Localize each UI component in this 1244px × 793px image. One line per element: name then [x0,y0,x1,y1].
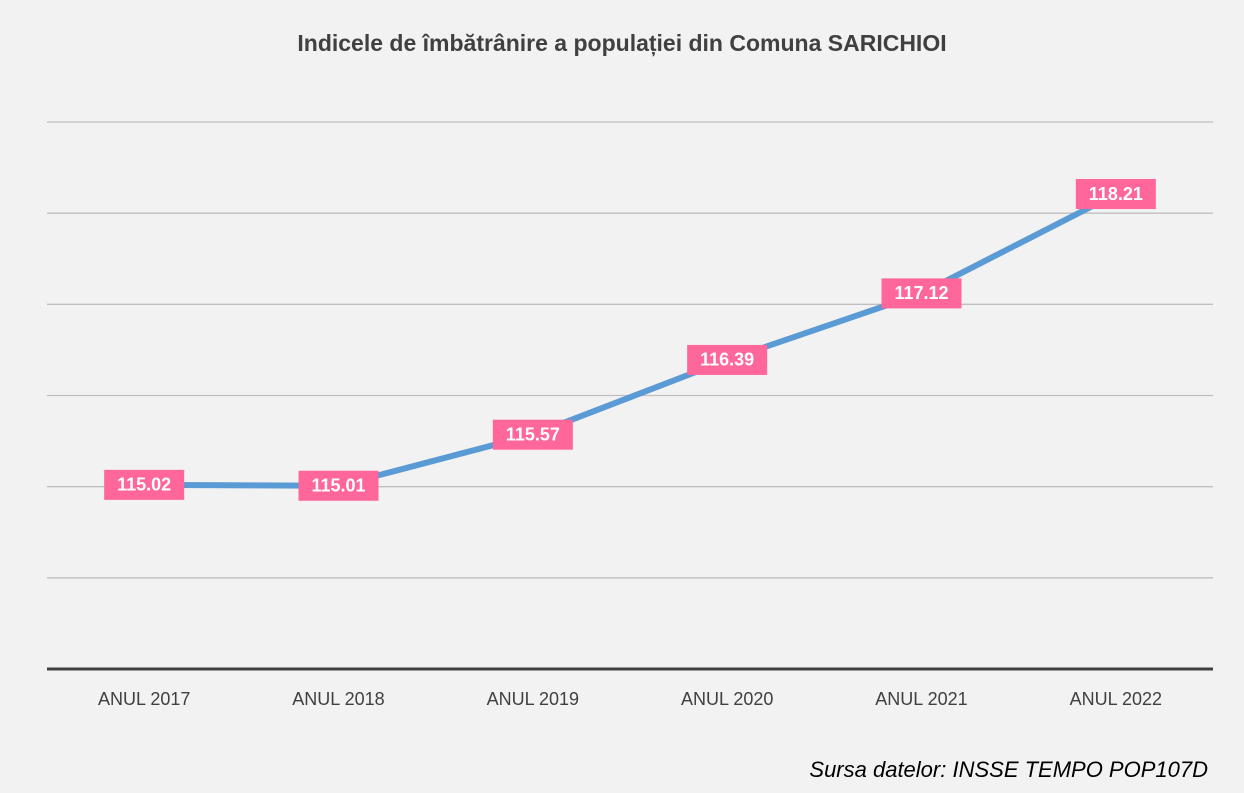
data-label-box [492,419,573,450]
source-note: Sursa datelor: INSSE TEMPO POP107D [809,757,1208,782]
data-label: 115.02 [117,475,171,495]
data-label: 117.12 [894,283,948,303]
data-label: 118.21 [1089,184,1143,204]
x-tick-label: ANUL 2022 [1070,689,1162,709]
data-label: 116.39 [700,350,754,370]
data-label-box [687,344,768,375]
data-label-box [104,469,185,500]
data-label-box [298,470,379,501]
data-label-box [1075,179,1156,210]
data-label-box [881,278,962,309]
chart-title: Indicele de îmbătrânire a populației din… [297,30,946,57]
x-tick-label: ANUL 2018 [292,689,384,709]
data-label: 115.57 [506,424,560,444]
x-tick-label: ANUL 2021 [875,689,967,709]
x-tick-label: ANUL 2020 [681,689,773,709]
x-tick-label: ANUL 2019 [487,689,579,709]
x-tick-label: ANUL 2017 [98,689,190,709]
data-label: 115.01 [311,476,365,496]
